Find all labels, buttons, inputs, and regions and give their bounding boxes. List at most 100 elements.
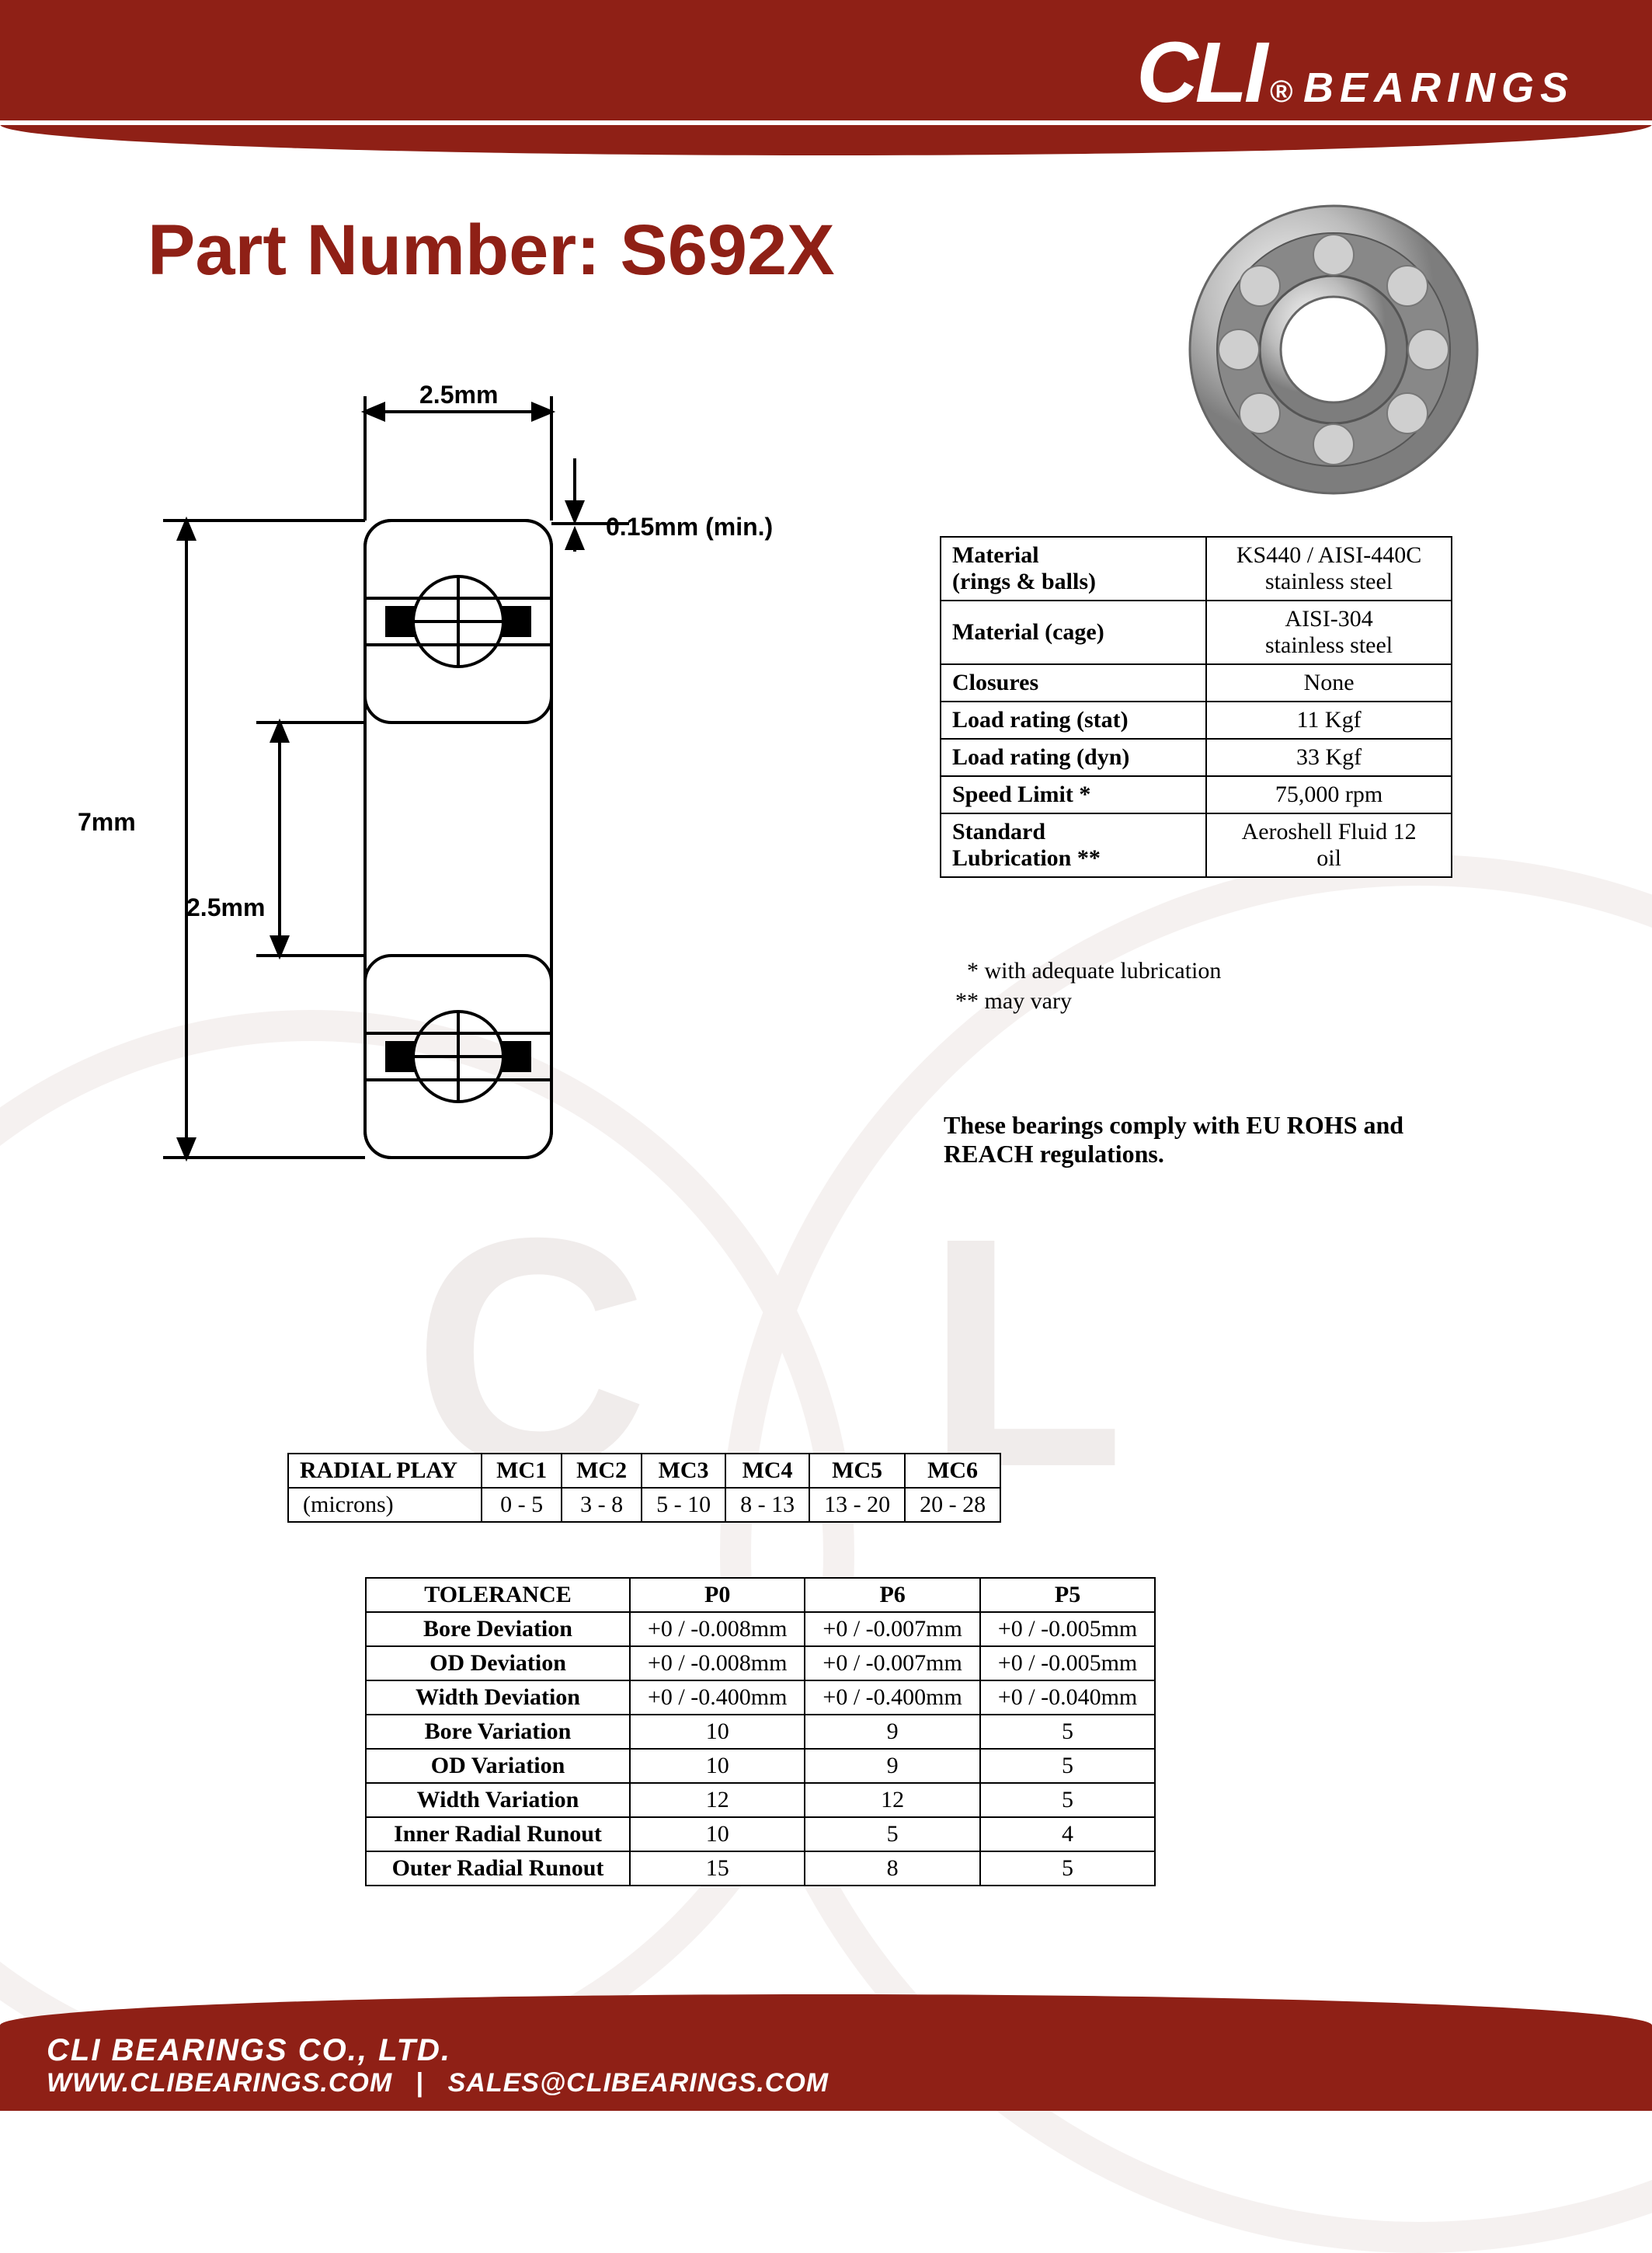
tol-value: 12 <box>805 1783 979 1817</box>
radial-col: MC3 <box>642 1454 725 1488</box>
tol-value: +0 / -0.008mm <box>630 1612 805 1646</box>
title-label: Part Number: <box>148 211 600 290</box>
footer-website: WWW.CLIBEARINGS.COM <box>47 2068 392 2098</box>
tol-value: +0 / -0.007mm <box>805 1646 979 1680</box>
tol-col: P0 <box>630 1578 805 1612</box>
logo-suffix: BEARINGS <box>1303 64 1574 112</box>
spec-label: Closures <box>941 664 1206 702</box>
spec-value: AISI-304stainless steel <box>1206 601 1452 664</box>
radial-value: 3 - 8 <box>562 1488 642 1522</box>
radial-value: 0 - 5 <box>482 1488 562 1522</box>
spec-value: KS440 / AISI-440Cstainless steel <box>1206 537 1452 601</box>
radial-value: 5 - 10 <box>642 1488 725 1522</box>
footer-email: SALES@CLIBEARINGS.COM <box>448 2068 829 2098</box>
tol-label: OD Variation <box>366 1749 630 1783</box>
table-row: OD Variation1095 <box>366 1749 1155 1783</box>
tol-label: Width Variation <box>366 1783 630 1817</box>
tol-col: P6 <box>805 1578 979 1612</box>
table-row: Outer Radial Runout1585 <box>366 1851 1155 1886</box>
footer-text: CLI BEARINGS CO., LTD. WWW.CLIBEARINGS.C… <box>47 2033 829 2098</box>
table-row: Load rating (stat)11 Kgf <box>941 702 1452 739</box>
tol-value: 9 <box>805 1715 979 1749</box>
radial-col: MC6 <box>905 1454 1000 1488</box>
radial-value: 8 - 13 <box>725 1488 809 1522</box>
spec-notes: * with adequate lubrication ** may vary <box>955 956 1221 1016</box>
spec-label: Load rating (dyn) <box>941 739 1206 776</box>
tol-label: OD Deviation <box>366 1646 630 1680</box>
tol-header: TOLERANCE <box>366 1578 630 1612</box>
tolerance-table: TOLERANCEP0P6P5 Bore Deviation+0 / -0.00… <box>365 1577 1156 1886</box>
table-row: Bore Variation1095 <box>366 1715 1155 1749</box>
tol-value: 5 <box>980 1851 1155 1886</box>
tol-value: 8 <box>805 1851 979 1886</box>
cross-section-diagram <box>117 365 816 1220</box>
radial-header: RADIAL PLAY <box>288 1454 482 1488</box>
radial-col: MC5 <box>809 1454 905 1488</box>
tol-value: 9 <box>805 1749 979 1783</box>
tol-col: P5 <box>980 1578 1155 1612</box>
tol-value: 5 <box>980 1715 1155 1749</box>
spec-label: StandardLubrication ** <box>941 813 1206 877</box>
compliance-text: These bearings comply with EU ROHS and R… <box>944 1111 1441 1168</box>
table-row: Load rating (dyn)33 Kgf <box>941 739 1452 776</box>
table-row: Material (cage)AISI-304stainless steel <box>941 601 1452 664</box>
tol-label: Outer Radial Runout <box>366 1851 630 1886</box>
spec-label: Material(rings & balls) <box>941 537 1206 601</box>
radial-value: 13 - 20 <box>809 1488 905 1522</box>
spec-value: None <box>1206 664 1452 702</box>
footer-company: CLI BEARINGS CO., LTD. <box>47 2033 829 2068</box>
tol-value: +0 / -0.007mm <box>805 1612 979 1646</box>
table-row: ClosuresNone <box>941 664 1452 702</box>
tol-value: 5 <box>805 1817 979 1851</box>
tol-value: +0 / -0.005mm <box>980 1612 1155 1646</box>
tol-value: 4 <box>980 1817 1155 1851</box>
radial-col: MC2 <box>562 1454 642 1488</box>
bearing-photo <box>1178 194 1489 505</box>
spec-value: 75,000 rpm <box>1206 776 1452 813</box>
tol-label: Bore Deviation <box>366 1612 630 1646</box>
radial-col: MC4 <box>725 1454 809 1488</box>
tol-value: 12 <box>630 1783 805 1817</box>
table-row: Speed Limit *75,000 rpm <box>941 776 1452 813</box>
spec-label: Material (cage) <box>941 601 1206 664</box>
spec-label: Speed Limit * <box>941 776 1206 813</box>
spec-value: 33 Kgf <box>1206 739 1452 776</box>
tol-value: +0 / -0.008mm <box>630 1646 805 1680</box>
tol-value: +0 / -0.400mm <box>630 1680 805 1715</box>
table-row: StandardLubrication **Aeroshell Fluid 12… <box>941 813 1452 877</box>
radial-col: MC1 <box>482 1454 562 1488</box>
table-row: Material(rings & balls)KS440 / AISI-440C… <box>941 537 1452 601</box>
radial-unit: (microns) <box>288 1488 482 1522</box>
table-row: Width Variation12125 <box>366 1783 1155 1817</box>
tol-value: 5 <box>980 1783 1155 1817</box>
tol-value: +0 / -0.400mm <box>805 1680 979 1715</box>
tol-label: Bore Variation <box>366 1715 630 1749</box>
tol-value: +0 / -0.040mm <box>980 1680 1155 1715</box>
logo-registered: ® <box>1269 75 1292 110</box>
logo-text: CLI <box>1136 23 1264 122</box>
tol-value: 10 <box>630 1715 805 1749</box>
footer-separator: | <box>416 2068 425 2098</box>
brand-logo: CLI ® BEARINGS <box>1136 23 1574 122</box>
note-2: ** may vary <box>955 988 1072 1014</box>
spec-value: 11 Kgf <box>1206 702 1452 739</box>
table-row: Inner Radial Runout1054 <box>366 1817 1155 1851</box>
tol-value: 15 <box>630 1851 805 1886</box>
tol-label: Inner Radial Runout <box>366 1817 630 1851</box>
radial-value: 20 - 28 <box>905 1488 1000 1522</box>
tol-value: 10 <box>630 1749 805 1783</box>
radial-play-table: RADIAL PLAYMC1MC2MC3MC4MC5MC6 (microns)0… <box>287 1453 1001 1523</box>
table-row: OD Deviation+0 / -0.008mm+0 / -0.007mm+0… <box>366 1646 1155 1680</box>
tol-label: Width Deviation <box>366 1680 630 1715</box>
spec-table: Material(rings & balls)KS440 / AISI-440C… <box>940 536 1452 878</box>
tol-value: +0 / -0.005mm <box>980 1646 1155 1680</box>
note-1: * with adequate lubrication <box>967 958 1221 984</box>
title-value: S692X <box>620 211 834 290</box>
table-row: Bore Deviation+0 / -0.008mm+0 / -0.007mm… <box>366 1612 1155 1646</box>
tol-value: 10 <box>630 1817 805 1851</box>
spec-label: Load rating (stat) <box>941 702 1206 739</box>
page-title: Part Number: S692X <box>148 210 835 291</box>
tol-value: 5 <box>980 1749 1155 1783</box>
table-row: Width Deviation+0 / -0.400mm+0 / -0.400m… <box>366 1680 1155 1715</box>
spec-value: Aeroshell Fluid 12oil <box>1206 813 1452 877</box>
